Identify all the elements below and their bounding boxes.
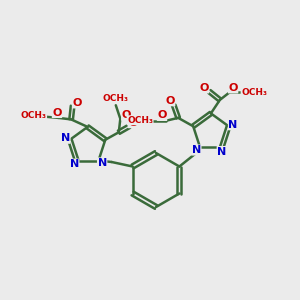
Text: N: N [217, 146, 226, 157]
Text: N: N [61, 133, 70, 143]
Text: OCH₃: OCH₃ [21, 111, 46, 120]
Text: O: O [199, 83, 209, 93]
Text: N: N [192, 145, 201, 155]
Text: OCH₃: OCH₃ [103, 94, 129, 103]
Text: O: O [122, 110, 131, 120]
Text: OCH₃: OCH₃ [127, 116, 153, 125]
Text: O: O [228, 83, 238, 93]
Text: O: O [165, 96, 175, 106]
Text: N: N [70, 159, 79, 169]
Text: O: O [72, 98, 82, 108]
Text: O: O [52, 107, 62, 118]
Text: N: N [98, 158, 107, 168]
Text: O: O [157, 110, 167, 121]
Text: O: O [128, 118, 138, 128]
Text: N: N [228, 120, 238, 130]
Text: OCH₃: OCH₃ [241, 88, 267, 97]
